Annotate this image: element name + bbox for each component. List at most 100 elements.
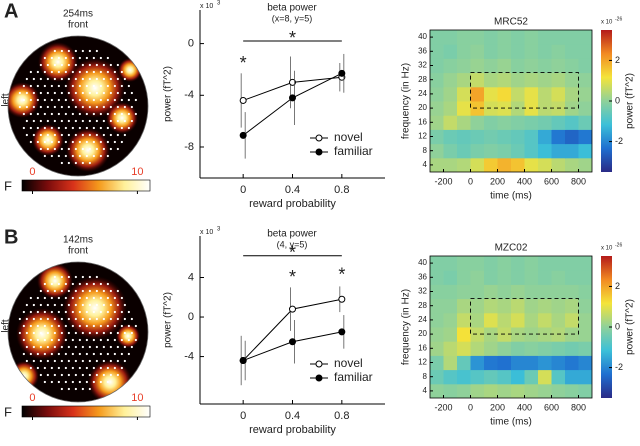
electrode (29, 352, 32, 356)
electrode (60, 303, 63, 307)
electrode (116, 345, 119, 349)
colorbar-tick-label: 2 (615, 281, 620, 291)
x-tick-label: 0.8 (334, 410, 349, 422)
heatmap-cell (457, 115, 471, 130)
panel-label: B (4, 226, 18, 248)
electrode (81, 331, 84, 335)
heatmap-cell (538, 58, 552, 74)
heatmap-cell (457, 341, 471, 356)
y-tick-label: 28 (418, 301, 427, 310)
electrode (95, 275, 98, 279)
heatmap-cell (524, 115, 539, 130)
heatmap-cell (497, 30, 512, 45)
heatmap-cell (484, 86, 498, 102)
electrode (57, 70, 60, 74)
heatmap-cell (430, 115, 444, 130)
heatmap-cell (430, 383, 444, 398)
heatmap-cell (511, 256, 525, 271)
electrode (39, 147, 42, 151)
electrode (78, 366, 81, 370)
electrode (81, 161, 84, 165)
electrode (64, 338, 67, 342)
heatmap-cell (470, 383, 485, 398)
colorbar-exponent: -26 (615, 16, 622, 22)
electrode (92, 352, 95, 356)
electrode (60, 119, 63, 123)
electrode (57, 140, 60, 144)
electrode (120, 296, 123, 300)
electrode (88, 63, 91, 67)
colorbar (601, 30, 612, 172)
electrode (123, 133, 126, 137)
colorbar-tick-label: 10 (131, 392, 143, 404)
electrode (78, 338, 81, 342)
heatmap-cell (565, 58, 579, 74)
heatmap-cell (470, 72, 485, 88)
heatmap-cell (484, 44, 498, 59)
electrode (57, 310, 60, 314)
heatmap-cell (511, 284, 525, 300)
electrode (106, 282, 109, 286)
colorbar (601, 256, 612, 398)
heatmap-cell (578, 270, 592, 285)
heatmap-cell (484, 312, 498, 328)
electrode (85, 366, 88, 370)
electrode (78, 324, 81, 328)
electrode (71, 98, 74, 102)
electrode (113, 70, 116, 74)
electrode (99, 112, 102, 116)
electrode (32, 317, 35, 321)
electrode (99, 296, 102, 300)
electrode (36, 352, 39, 356)
electrode (85, 352, 88, 356)
electrode (120, 112, 123, 116)
electrode (92, 380, 95, 384)
heatmap-cell (443, 284, 458, 300)
heatmap-cell (497, 312, 512, 328)
heatmap-cell (484, 129, 498, 145)
electrode (57, 296, 60, 300)
electrode (36, 140, 39, 144)
electrode (99, 126, 102, 130)
electrode (25, 359, 28, 363)
electrode (39, 91, 42, 95)
plot-frame (429, 29, 593, 173)
electrode (50, 296, 53, 300)
electrode (74, 387, 77, 391)
electrode (78, 310, 81, 314)
y-axis-label: power (fT^2) (163, 292, 174, 348)
annotation: * (338, 264, 345, 284)
electrode (95, 373, 98, 377)
heatmap-cell (511, 298, 525, 314)
heatmap-cell (457, 101, 471, 116)
colorbar-tick-label: -2 (615, 136, 623, 146)
electrode (113, 112, 116, 116)
electrode (81, 105, 84, 109)
electrode (39, 373, 42, 377)
x-tick-label: 200 (490, 402, 505, 412)
heatmap-cell (457, 72, 471, 88)
y-tick-label: 24 (418, 315, 427, 324)
heatmap-cell (443, 143, 458, 159)
heatmap-cell (565, 86, 579, 102)
heatmap-cell (551, 157, 566, 172)
heatmap-cell (443, 256, 458, 271)
heatmap-cell (538, 115, 552, 130)
electrode (109, 303, 112, 307)
heatmap-cell (578, 44, 592, 59)
electrode (106, 296, 109, 300)
colorbar-label: F (4, 404, 12, 419)
colorbar-tick-label: -2 (615, 362, 623, 372)
electrode (130, 91, 133, 95)
electrode (78, 70, 81, 74)
electrode (78, 126, 81, 130)
electrode (116, 91, 119, 95)
electrode (57, 282, 60, 286)
heatmap-cell (457, 298, 471, 314)
heatmap-cell (443, 312, 458, 328)
topomap-subtitle: front (68, 246, 88, 257)
electrode (102, 359, 105, 363)
electrode (95, 119, 98, 123)
heatmap-cell (484, 341, 498, 356)
